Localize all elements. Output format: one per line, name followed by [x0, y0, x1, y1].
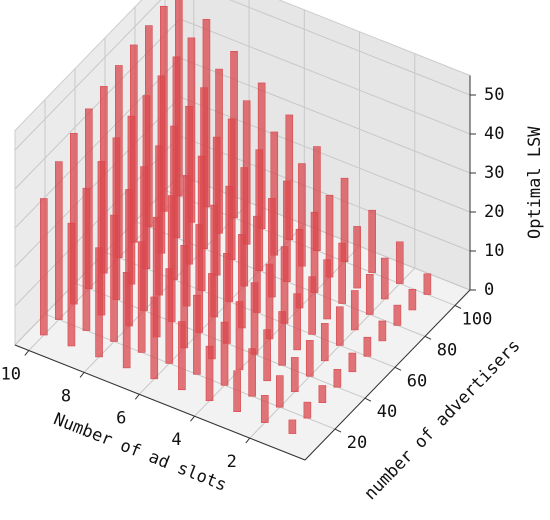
- bar: [338, 242, 346, 304]
- bar: [95, 247, 103, 358]
- grid-line: [44, 313, 336, 430]
- bar: [265, 263, 274, 340]
- bar: [235, 301, 244, 371]
- bar: [150, 296, 159, 380]
- bar: [353, 226, 361, 289]
- y-tick-label: 60: [407, 371, 427, 391]
- bar: [260, 395, 269, 423]
- bar: [250, 282, 259, 355]
- bar: [233, 370, 241, 412]
- grid-line: [179, 18, 471, 135]
- bar: [248, 348, 256, 397]
- z-tick-label: 40: [484, 124, 504, 144]
- z-tick-label: 50: [484, 85, 504, 105]
- y-tick: [364, 397, 372, 402]
- bar: [110, 214, 118, 342]
- z-axis-label: Optimal LSW: [525, 126, 545, 239]
- bar: [320, 323, 329, 362]
- bar: [263, 329, 271, 382]
- bar: [275, 375, 284, 408]
- bar: [55, 161, 63, 320]
- bar: [350, 290, 359, 331]
- bar: [40, 198, 48, 336]
- x-tick: [190, 415, 195, 422]
- bar: [335, 306, 344, 346]
- bar: [318, 385, 327, 403]
- bar: [290, 357, 299, 393]
- grid-line: [179, 96, 471, 213]
- bar: [308, 276, 316, 335]
- y-tick: [454, 305, 462, 309]
- bar: [122, 272, 131, 369]
- bar: [205, 345, 214, 402]
- y-tick-label: 40: [377, 402, 397, 422]
- bar: [288, 419, 297, 434]
- y-tick: [334, 428, 342, 433]
- x-tick-label: 2: [227, 452, 237, 472]
- x-tick-label: 8: [61, 386, 71, 406]
- z-tick-label: 0: [484, 280, 494, 300]
- bar: [365, 273, 374, 315]
- x-axis-label: Number of ad slots: [51, 409, 230, 496]
- grid-line: [229, 0, 471, 96]
- bar: [348, 352, 357, 373]
- bar: [82, 187, 91, 331]
- y-tick-label: 100: [462, 309, 493, 329]
- x-tick: [24, 350, 30, 356]
- bar: [278, 311, 286, 366]
- x-tick-label: 10: [1, 364, 21, 384]
- bar: [193, 294, 201, 375]
- grid-line: [14, 0, 162, 151]
- z-tick-label: 10: [484, 241, 504, 261]
- y-tick: [394, 366, 402, 371]
- bar: [305, 340, 314, 377]
- bar: [303, 401, 312, 419]
- bar: [378, 320, 387, 342]
- y-axis: [304, 289, 471, 461]
- bar: [393, 304, 402, 326]
- bar: [67, 222, 76, 347]
- bar: [368, 209, 376, 273]
- bar: [423, 273, 432, 295]
- bar: [137, 241, 146, 353]
- bar: [293, 293, 301, 351]
- x-tick: [79, 372, 85, 378]
- x-axis: [14, 344, 306, 461]
- bar: [178, 321, 186, 391]
- y-tick: [424, 335, 432, 340]
- y-tick-label: 20: [347, 433, 367, 453]
- bar: [333, 368, 342, 388]
- x-tick-label: 4: [171, 430, 181, 450]
- bar: [408, 288, 417, 311]
- bar: [395, 241, 404, 284]
- bar: [363, 336, 372, 357]
- bar: [380, 257, 389, 300]
- x-tick: [245, 437, 251, 444]
- x-tick-label: 6: [116, 408, 126, 428]
- bar: [165, 268, 174, 364]
- bar: [323, 259, 331, 320]
- grid-line: [179, 57, 471, 174]
- x-tick: [134, 393, 140, 400]
- y-tick-label: 80: [437, 340, 457, 360]
- z-tick-label: 30: [484, 163, 504, 183]
- z-tick-label: 20: [484, 202, 504, 222]
- bar: [220, 321, 229, 386]
